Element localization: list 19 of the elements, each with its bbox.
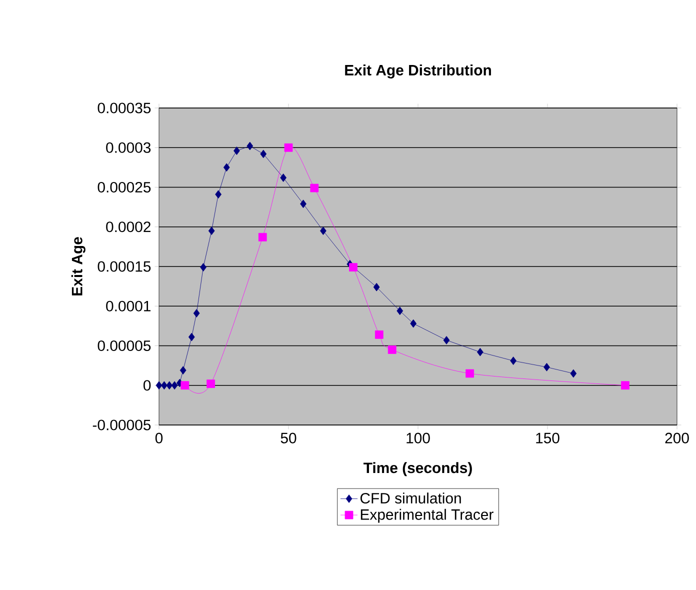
x-axis-title: Time (seconds)	[364, 462, 472, 476]
x-tick-label: 100	[406, 432, 430, 444]
y-tick-label: 0	[144, 380, 151, 391]
y-axis-title: Exit Age	[71, 237, 86, 296]
y-tick-label: 0.0003	[106, 142, 151, 153]
y-tick-label: 0.00025	[98, 182, 151, 193]
x-tick-label: 150	[536, 432, 560, 444]
y-tick-label: 0.00015	[98, 261, 151, 272]
legend-label: CFD simulation	[360, 492, 461, 504]
chart-title: Exit Age Distribution	[345, 64, 491, 78]
y-tick-label: 0.00005	[98, 340, 151, 352]
x-tick-label: 0	[155, 432, 163, 444]
y-tick-label: 0.0002	[106, 222, 150, 232]
y-tick-label: -0.00005	[92, 420, 151, 430]
y-tick-label: 0.00035	[98, 102, 151, 114]
x-tick-label: 200	[665, 432, 689, 444]
x-tick-label: 50	[280, 432, 296, 444]
legend-label: Experimental Tracer	[360, 508, 494, 523]
y-tick-label: 0.0001	[106, 300, 150, 312]
